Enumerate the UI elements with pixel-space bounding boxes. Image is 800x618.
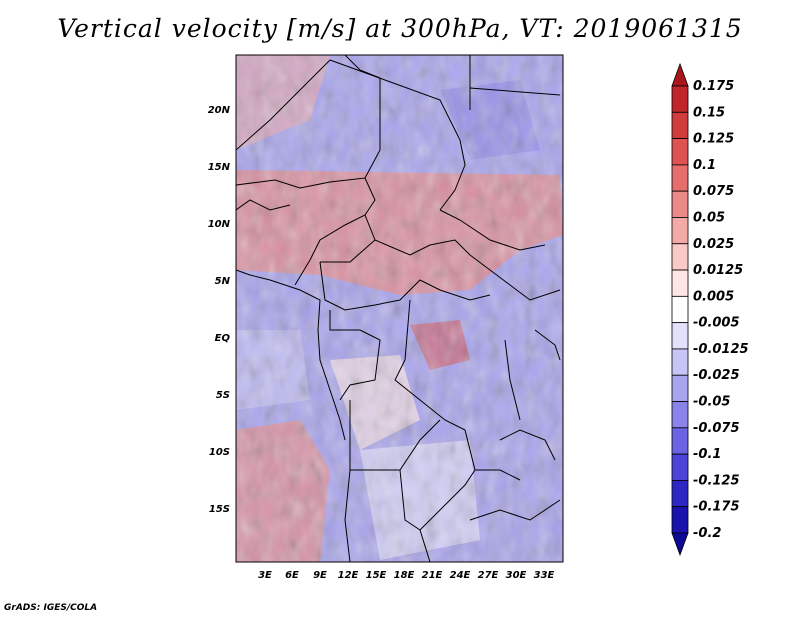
plot-frame [235,54,564,563]
colorbar-level-label: 0.075 [693,184,734,199]
colorbar-swatch [671,401,689,429]
colorbar-level-label: -0.025 [693,368,740,383]
colorbar-level-label: 0.1 [693,158,716,173]
lon-label-30e: 30E [506,570,527,581]
colorbar-swatch [671,111,689,139]
lat-label-eq: EQ [215,333,231,344]
colorbar-swatch [671,374,689,402]
colorbar-level-label: 0.025 [693,237,734,252]
colorbar-level-label: -0.005 [693,316,740,331]
lon-label-27e: 27E [478,570,499,581]
lon-label-33e: 33E [534,570,555,581]
colorbar-bottom-arrow [671,532,689,557]
colorbar-level-label: 0.005 [693,289,734,304]
colorbar-top-arrow [671,62,689,87]
colorbar-swatch [671,295,689,324]
colorbar-level-label: -0.1 [693,447,721,462]
colorbar-swatch [671,348,689,376]
lat-label-20n: 20N [208,105,231,116]
colorbar-level-label: -0.125 [693,473,740,488]
colorbar-level-label: -0.0125 [693,342,749,357]
lat-label-10n: 10N [208,219,231,230]
colorbar-swatch [671,138,689,166]
colorbar-swatch [671,217,689,245]
colorbar-swatch [671,269,689,297]
lon-label-18e: 18E [394,570,415,581]
lon-label-24e: 24E [450,570,471,581]
lon-label-15e: 15E [366,570,387,581]
colorbar-level-label: -0.075 [693,421,740,436]
colorbar-swatch [671,85,689,113]
latitude-axis: 20N 15N 10N 5N EQ 5S 10S 15S [208,105,231,515]
colorbar-level-label: -0.2 [693,526,721,541]
lon-label-6e: 6E [285,570,299,581]
lat-label-10s: 10S [209,447,230,458]
colorbar-swatch [671,427,689,455]
lat-label-15s: 15S [209,504,230,515]
colorbar-swatch [671,190,689,218]
velocity-field [236,55,563,562]
colorbar-level-label: 0.175 [693,79,734,94]
lon-label-21e: 21E [422,570,443,581]
colorbar-level-label: -0.05 [693,395,730,410]
lat-label-5n: 5N [215,276,231,287]
map-title: Vertical velocity [m/s] at 300hPa, VT: 2… [57,14,743,43]
colorbar-swatch [671,480,689,508]
lon-label-3e: 3E [258,570,272,581]
colorbar-swatch [671,243,689,271]
colorbar: 0.175 0.15 0.125 0.1 0.075 0.05 0.025 0.0125 0.0… [671,62,749,557]
colorbar-level-label: 0.125 [693,132,734,147]
colorbar-level-label: -0.175 [693,500,740,515]
credit-text: GrADS: IGES/COLA [4,603,98,613]
colorbar-swatch [671,164,689,192]
colorbar-swatch [671,322,689,350]
lat-label-15n: 15N [208,162,231,173]
colorbar-level-label: 0.15 [693,105,725,120]
lat-label-5s: 5S [216,390,230,401]
colorbar-swatch [671,453,689,481]
lon-label-12e: 12E [338,570,359,581]
colorbar-swatch [671,506,689,534]
longitude-axis: 3E 6E 9E 12E 15E 18E 21E 24E 27E 30E 33E [258,570,554,581]
country-borders [236,55,561,562]
colorbar-level-label: 0.0125 [693,263,743,278]
lon-label-9e: 9E [313,570,327,581]
colorbar-level-label: 0.05 [693,210,725,225]
